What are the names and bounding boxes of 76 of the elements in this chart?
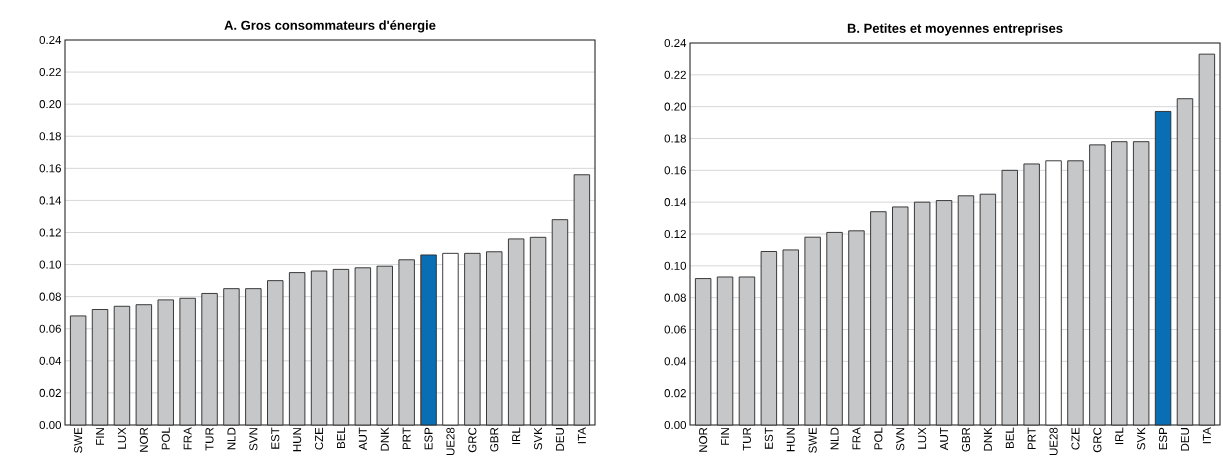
x-tick-label: NLD xyxy=(227,427,236,450)
y-tick-label: 0.24 xyxy=(664,38,687,48)
y-tick-label: 0.10 xyxy=(664,261,687,270)
y-tick-label: 0.00 xyxy=(39,420,62,430)
y-tick-label: 0.18 xyxy=(39,132,61,141)
y-tick-label: 0.10 xyxy=(39,260,62,269)
x-tick-label: EST xyxy=(764,427,773,449)
x-tick-label: GRC xyxy=(468,427,477,453)
x-tick-label: UE28 xyxy=(1049,427,1058,456)
x-tick-label: POL xyxy=(874,427,883,450)
x-tick-label: POL xyxy=(161,427,170,450)
y-tick-label: 0.00 xyxy=(664,420,687,430)
x-tick-label: ESP xyxy=(424,427,433,450)
x-tick-label: DEU xyxy=(1180,428,1189,451)
x-tick-label: IRL xyxy=(1115,427,1124,445)
y-tick-label: 0.22 xyxy=(664,70,686,79)
x-tick-label: ESP xyxy=(1159,427,1168,450)
x-tick-label: SWE xyxy=(74,427,83,453)
x-tick-label: TUR xyxy=(205,427,214,451)
y-tick-label: 0.16 xyxy=(664,166,686,175)
y-tick-label: 0.02 xyxy=(664,389,686,398)
y-tick-label: 0.04 xyxy=(39,356,62,365)
x-tick-label: FRA xyxy=(852,427,861,450)
x-tick-label: ITA xyxy=(1202,427,1211,444)
x-tick-label: FRA xyxy=(183,427,192,450)
y-tick-label: 0.02 xyxy=(39,388,61,397)
x-tick-label: DEU xyxy=(555,428,564,451)
x-tick-label: ITA xyxy=(577,427,586,444)
y-tick-label: 0.12 xyxy=(39,228,61,237)
y-tick-label: 0.20 xyxy=(664,102,687,111)
x-tick-label: GBR xyxy=(490,427,499,452)
y-tick-label: 0.14 xyxy=(664,198,687,207)
y-tick-label: 0.16 xyxy=(39,164,61,173)
y-tick-label: 0.24 xyxy=(39,35,62,45)
x-tick-label: UE28 xyxy=(446,427,455,456)
x-tick-label: DNK xyxy=(380,427,389,451)
x-tick-label: HUN xyxy=(293,428,302,452)
y-tick-label: 0.06 xyxy=(39,324,61,333)
x-tick-label: AUT xyxy=(940,427,949,451)
x-tick-label: AUT xyxy=(358,427,367,451)
x-tick-label: IRL xyxy=(512,427,521,445)
x-tick-label: PRT xyxy=(402,427,411,450)
y-tick-label: 0.06 xyxy=(664,325,686,334)
y-tick-label: 0.04 xyxy=(664,357,687,366)
y-tick-label: 0.08 xyxy=(39,292,61,301)
y-tick-label: 0.18 xyxy=(664,134,686,143)
chart-title: A. Gros consommateurs d'énergie xyxy=(224,20,436,33)
x-tick-label: NLD xyxy=(830,427,839,450)
x-tick-label: SVK xyxy=(1137,427,1146,450)
x-tick-label: FIN xyxy=(721,428,730,445)
x-tick-label: FIN xyxy=(96,428,104,445)
x-tick-label: SVN xyxy=(249,428,258,451)
y-tick-label: 0.22 xyxy=(39,68,61,77)
x-tick-label: EST xyxy=(271,427,280,449)
x-tick-label: BEL xyxy=(337,427,345,448)
x-tick-label: SVK xyxy=(533,427,543,450)
y-tick-label: 0.14 xyxy=(39,196,62,205)
x-tick-label: TUR xyxy=(742,427,751,451)
y-tick-label: 0.08 xyxy=(664,293,686,302)
y-tick-label: 0.20 xyxy=(39,100,62,109)
y-tick-label: 0.12 xyxy=(664,229,686,239)
x-tick-label: LUX xyxy=(117,427,126,449)
x-tick-label: SWE xyxy=(808,427,817,453)
x-tick-label: LUX xyxy=(918,427,927,449)
x-tick-label: DNK xyxy=(983,427,992,451)
x-tick-label: NOR xyxy=(139,427,148,452)
x-tick-label: CZE xyxy=(314,427,324,450)
x-tick-label: GRC xyxy=(1093,427,1102,453)
x-tick-label: NOR xyxy=(699,427,708,452)
x-tick-label: SVN xyxy=(896,428,905,451)
x-tick-label: HUN xyxy=(786,428,795,452)
chart-title: B. Petites et moyennes entreprises xyxy=(847,23,1063,36)
x-tick-label: CZE xyxy=(1071,427,1080,450)
x-tick-label: PRT xyxy=(1027,427,1036,450)
x-tick-label: GBR xyxy=(961,427,971,452)
x-tick-label: BEL xyxy=(1005,427,1014,448)
